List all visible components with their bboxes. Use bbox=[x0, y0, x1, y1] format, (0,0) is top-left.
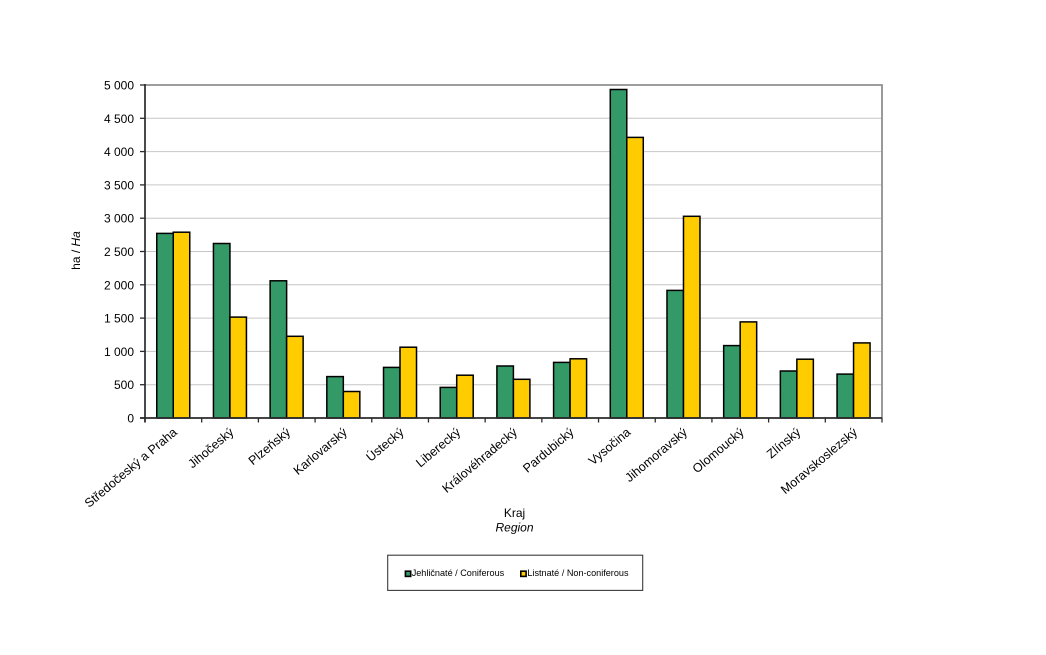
svg-text:1 000: 1 000 bbox=[104, 345, 134, 359]
svg-text:ha / Ha: ha / Ha bbox=[69, 231, 83, 270]
svg-text:Jehličnaté / Coniferous: Jehličnaté / Coniferous bbox=[412, 568, 505, 578]
svg-text:Listnaté / Non-coniferous: Listnaté / Non-coniferous bbox=[527, 568, 629, 578]
svg-text:3 000: 3 000 bbox=[104, 212, 134, 226]
svg-text:0: 0 bbox=[127, 412, 134, 426]
svg-text:4 500: 4 500 bbox=[104, 112, 134, 126]
svg-text:Region: Region bbox=[495, 520, 533, 534]
svg-text:500: 500 bbox=[114, 378, 134, 392]
svg-text:2 500: 2 500 bbox=[104, 245, 134, 259]
svg-text:2 000: 2 000 bbox=[104, 278, 134, 292]
svg-text:3 500: 3 500 bbox=[104, 178, 134, 192]
svg-text:5 000: 5 000 bbox=[104, 79, 134, 93]
svg-text:1 500: 1 500 bbox=[104, 312, 134, 326]
svg-text:Kraj: Kraj bbox=[504, 506, 525, 520]
svg-text:4 000: 4 000 bbox=[104, 145, 134, 159]
